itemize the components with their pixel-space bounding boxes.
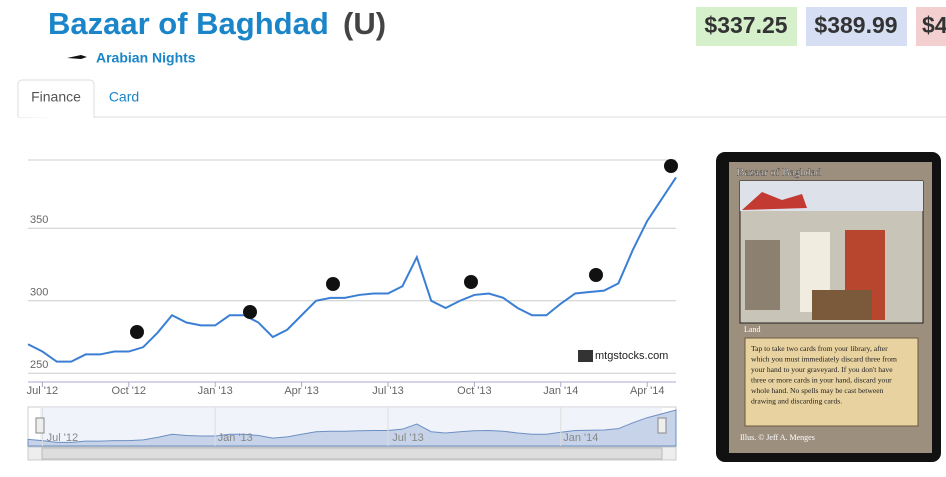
x-tick-label: Jul '13 xyxy=(372,385,403,397)
x-tick-label: Oct '13 xyxy=(457,385,492,397)
navigator-area xyxy=(27,409,677,447)
set-link[interactable]: Arabian Nights xyxy=(96,50,196,66)
watermark-icon xyxy=(578,350,593,362)
x-tick-label: Jul '12 xyxy=(27,385,58,397)
y-tick-label: 250 xyxy=(30,359,48,371)
rules-line: Tap to take two cards from your library,… xyxy=(751,344,888,353)
price: $389.99 xyxy=(814,12,897,38)
price-box xyxy=(806,7,907,46)
rules-line: your hand to your graveyard. If you don'… xyxy=(751,365,893,374)
price-box xyxy=(916,7,946,46)
set-symbol xyxy=(130,325,144,339)
set-icon xyxy=(67,55,87,59)
art-awning xyxy=(742,192,807,210)
set-symbol xyxy=(464,275,478,289)
price-box xyxy=(696,7,797,46)
x-tick-label: Oct '12 xyxy=(112,385,147,397)
set-symbol xyxy=(664,159,678,173)
y-tick-label: 350 xyxy=(30,214,48,226)
navigator-label: Jan '13 xyxy=(218,432,253,444)
art-figure xyxy=(745,240,780,310)
card-name: Bazaar of Baghdad xyxy=(737,167,822,179)
navigator-handle[interactable] xyxy=(35,417,45,434)
card-type: Land xyxy=(744,325,760,334)
set-symbol xyxy=(589,268,603,282)
rules-line: whole hand. No spells may be cast betwee… xyxy=(751,386,884,395)
navigator-handle[interactable] xyxy=(657,417,667,434)
card-textbox xyxy=(744,337,919,427)
x-tick-label: Jan '14 xyxy=(543,385,578,397)
x-tick-label: Apr '13 xyxy=(284,385,319,397)
chart: 250 300 350 Jul '12 Oct '12 Jan '13 Apr '13 Jul… xyxy=(27,159,678,461)
x-tick-label: Apr '14 xyxy=(630,385,665,397)
price: $337.25 xyxy=(704,12,787,38)
set-symbol xyxy=(326,277,340,291)
card-rules: Tap to take two cards from your library,… xyxy=(751,344,897,406)
tab-active xyxy=(17,79,95,118)
tab[interactable]: Card xyxy=(109,89,139,105)
tab[interactable]: Finance xyxy=(31,89,81,105)
x-tick-label: Jan '13 xyxy=(198,385,233,397)
y-tick-label: 300 xyxy=(30,287,48,299)
rules-line: three or more cards in your hand, discar… xyxy=(751,375,892,384)
navigator-label: Jul '13 xyxy=(392,432,423,444)
watermark: mtgstocks.com xyxy=(595,350,668,362)
price-line xyxy=(27,176,677,363)
rules-line: drawing and discarding cards. xyxy=(751,396,842,405)
card-title[interactable]: Bazaar of Baghdad xyxy=(48,6,329,41)
art-basket xyxy=(812,290,872,320)
rarity: (U) xyxy=(343,6,386,41)
price: $4 xyxy=(922,12,946,38)
scrollbar-thumb[interactable] xyxy=(41,447,663,460)
card-illustrator: Illus. © Jeff A. Menges xyxy=(740,433,815,442)
navigator-label: Jul '12 xyxy=(47,432,78,444)
navigator-label: Jan '14 xyxy=(563,432,598,444)
rules-line: which you must immediately discard three… xyxy=(751,354,897,363)
set-symbol xyxy=(243,305,257,319)
